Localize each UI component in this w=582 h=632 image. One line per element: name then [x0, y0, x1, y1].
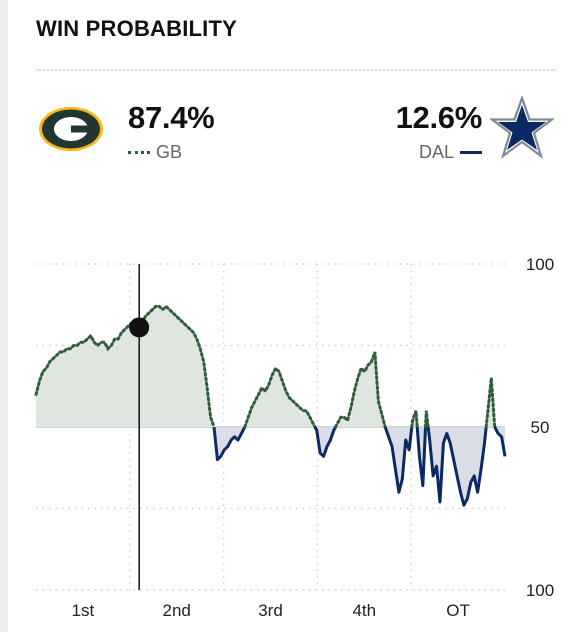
dal-line-segment-3	[313, 426, 337, 458]
cowboys-star-logo-icon	[490, 96, 554, 159]
marker-dot	[129, 317, 150, 338]
away-legend-dash	[460, 151, 482, 154]
left-edge-rule	[0, 0, 8, 632]
y-tick-label-1: 50	[531, 418, 550, 437]
dal-line-segment-9	[426, 426, 488, 507]
gb-line-segment-0	[34, 304, 216, 429]
gb-line-segment-6	[410, 410, 419, 429]
y-tick-label-0: 100	[526, 255, 554, 274]
dal-line-segment-1	[212, 426, 247, 462]
away-team-block: 12.6% DAL	[354, 96, 554, 163]
widget-title: WIN PROBABILITY	[36, 16, 237, 41]
away-legend: DAL	[419, 142, 482, 163]
dal-line-segment-11	[493, 426, 507, 457]
x-period-label-4th: 4th	[352, 601, 376, 620]
gb-line-segment-2	[243, 365, 317, 429]
dal-line-segment-7	[415, 426, 428, 488]
x-period-label-2nd: 2nd	[163, 601, 191, 620]
chart-fills	[36, 306, 505, 506]
away-win-pct: 12.6%	[395, 100, 483, 135]
home-legend-dash	[128, 151, 150, 154]
dal-line-segment-5	[383, 426, 414, 494]
gb-line-segment-4	[334, 351, 387, 429]
dal-area	[36, 427, 505, 506]
gb-line-segment-10	[484, 377, 497, 429]
y-tick-label-2: 100	[526, 581, 554, 600]
chart-marker[interactable]	[129, 264, 150, 590]
away-abbr: DAL	[418, 142, 454, 162]
home-win-pct: 87.4%	[128, 100, 215, 135]
x-period-label-3rd: 3rd	[258, 601, 283, 620]
gb-area	[36, 306, 505, 427]
header-divider	[36, 69, 556, 71]
packers-g-logo-icon	[39, 107, 103, 151]
x-axis-labels: 1st 2nd 3rd 4th OT	[72, 601, 470, 620]
y-axis-labels: 100 50 100	[526, 255, 554, 600]
x-period-label-ot: OT	[446, 601, 470, 620]
chart-lines	[34, 304, 507, 507]
x-period-label-1st: 1st	[72, 601, 95, 620]
home-abbr: GB	[156, 142, 183, 162]
win-probability-chart: 100 50 100 1st 2nd 3rd 4th OT	[34, 255, 554, 620]
gb-line-segment-8	[424, 410, 430, 429]
home-legend: GB	[128, 142, 182, 163]
